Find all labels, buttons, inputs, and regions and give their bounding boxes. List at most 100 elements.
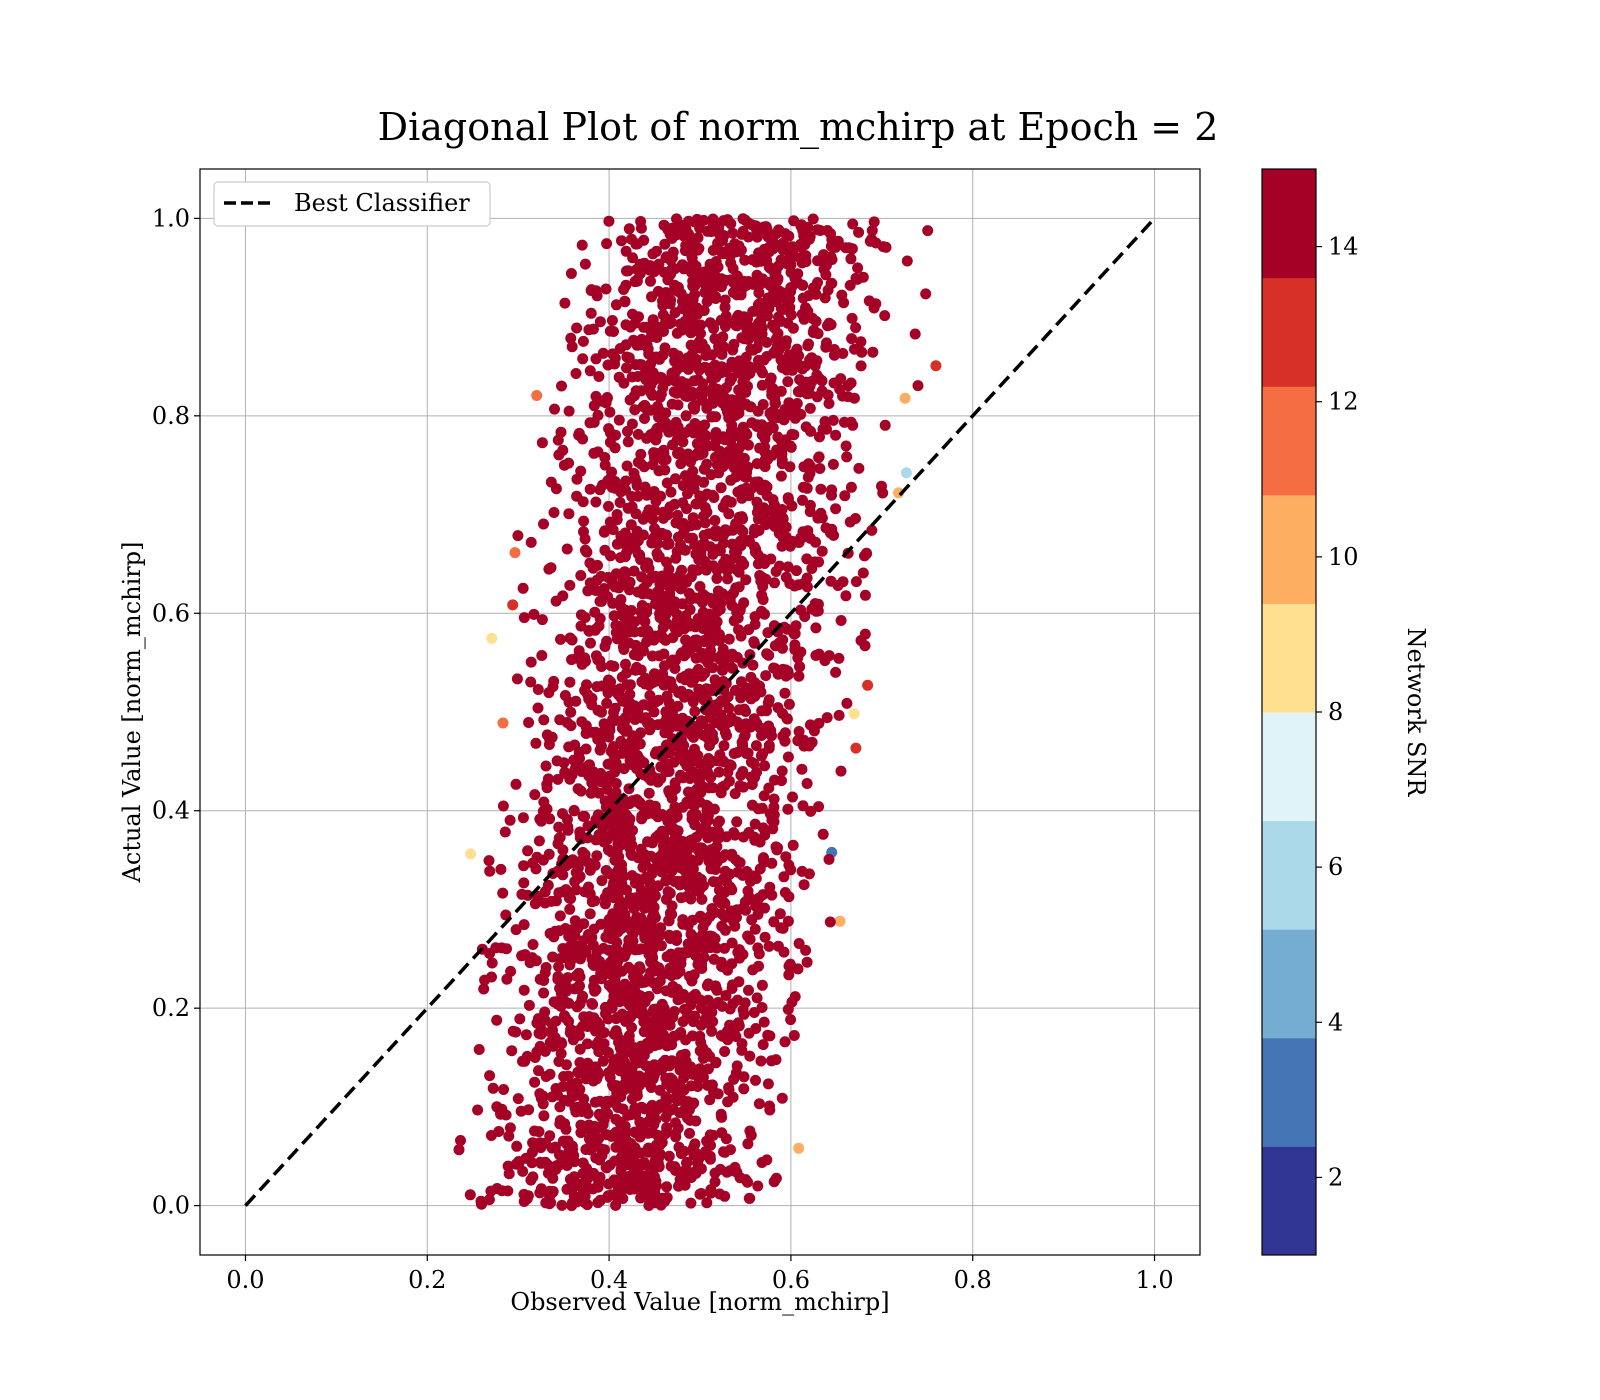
- scatter-point: [751, 992, 763, 1004]
- scatter-point: [734, 1172, 746, 1184]
- scatter-point: [733, 283, 744, 295]
- scatter-point: [676, 1082, 688, 1094]
- scatter-point: [621, 810, 633, 822]
- scatter-point: [642, 343, 654, 355]
- scatter-point: [571, 322, 583, 334]
- scatter-point: [723, 702, 735, 714]
- scatter-point: [707, 275, 719, 287]
- scatter-point: [719, 1046, 731, 1057]
- scatter-point: [623, 839, 635, 851]
- scatter-point: [705, 469, 717, 481]
- scatter-point: [703, 627, 715, 639]
- scatter-point: [520, 1152, 532, 1164]
- scatter-point: [752, 513, 764, 525]
- scatter-point: [832, 235, 844, 247]
- scatter-point: [572, 783, 584, 795]
- scatter-point: [681, 391, 693, 402]
- colorbar-tick-label: 2: [1328, 1163, 1343, 1191]
- scatter-point: [518, 860, 530, 872]
- scatter-point: [757, 580, 769, 592]
- scatter-point: [502, 1185, 514, 1197]
- scatter-point: [814, 431, 825, 443]
- scatter-point: [712, 261, 724, 273]
- scatter-point: [685, 456, 696, 468]
- scatter-point: [797, 494, 808, 506]
- scatter-point: [681, 1156, 693, 1168]
- scatter-point: [690, 353, 702, 365]
- scatter-point: [579, 258, 591, 270]
- scatter-point: [605, 745, 617, 757]
- scatter-point: [518, 612, 530, 624]
- scatter-point: [852, 262, 864, 274]
- scatter-point: [666, 1074, 678, 1086]
- scatter-point: [674, 749, 685, 761]
- scatter-point: [663, 723, 675, 735]
- scatter-point: [573, 980, 585, 992]
- scatter-point: [718, 230, 730, 241]
- scatter-point: [510, 924, 522, 936]
- scatter-point: [657, 300, 669, 311]
- scatter-point: [786, 500, 798, 512]
- scatter-point: [750, 740, 762, 752]
- scatter-point: [619, 551, 631, 563]
- scatter-point: [604, 436, 616, 448]
- scatter-point: [617, 1193, 629, 1204]
- scatter-point: [765, 263, 777, 274]
- scatter-point: [599, 459, 611, 471]
- scatter-point: [821, 712, 833, 724]
- scatter-point: [797, 481, 809, 493]
- scatter-point: [834, 915, 846, 927]
- scatter-point: [581, 1199, 593, 1211]
- scatter-point: [835, 615, 847, 626]
- scatter-point: [683, 228, 694, 240]
- scatter-point: [694, 222, 706, 234]
- scatter-point: [624, 1184, 636, 1195]
- scatter-point: [493, 1126, 505, 1137]
- scatter-point: [735, 676, 747, 688]
- scatter-point: [552, 773, 564, 785]
- scatter-point: [584, 930, 596, 942]
- scatter-point: [692, 447, 704, 459]
- scatter-point: [722, 573, 733, 585]
- scatter-point: [562, 821, 574, 833]
- scatter-point: [607, 348, 619, 360]
- scatter-point: [738, 471, 750, 482]
- scatter-point: [669, 307, 681, 319]
- scatter-point: [779, 1036, 791, 1048]
- scatter-point: [626, 491, 638, 502]
- scatter-point: [793, 938, 805, 949]
- scatter-point: [606, 576, 618, 588]
- scatter-point: [768, 347, 779, 359]
- scatter-point: [553, 961, 565, 973]
- scatter-point: [522, 1190, 534, 1202]
- scatter-point: [655, 773, 667, 785]
- scatter-point: [644, 690, 656, 701]
- scatter-point: [740, 574, 752, 586]
- scatter-point: [850, 742, 862, 754]
- scatter-point: [653, 650, 665, 662]
- scatter-point: [840, 440, 852, 452]
- scatter-point: [681, 798, 693, 810]
- scatter-point: [672, 531, 684, 543]
- scatter-point: [645, 275, 656, 287]
- scatter-point: [590, 496, 602, 508]
- scatter-point: [684, 970, 695, 982]
- scatter-point: [766, 1055, 777, 1067]
- scatter-point: [507, 1025, 519, 1037]
- scatter-point: [706, 931, 718, 943]
- scatter-point: [748, 637, 760, 649]
- scatter-point: [613, 414, 625, 426]
- scatter-point: [465, 848, 477, 860]
- scatter-point: [577, 335, 589, 347]
- scatter-point: [855, 336, 867, 348]
- scatter-point: [595, 918, 607, 930]
- scatter-point: [722, 691, 734, 703]
- scatter-point: [815, 483, 827, 495]
- scatter-point: [643, 948, 655, 960]
- scatter-point: [694, 1030, 706, 1042]
- scatter-point: [725, 425, 737, 437]
- scatter-point: [695, 1019, 707, 1031]
- scatter-point: [639, 932, 651, 944]
- scatter-point: [761, 1154, 773, 1166]
- scatter-point: [638, 902, 650, 914]
